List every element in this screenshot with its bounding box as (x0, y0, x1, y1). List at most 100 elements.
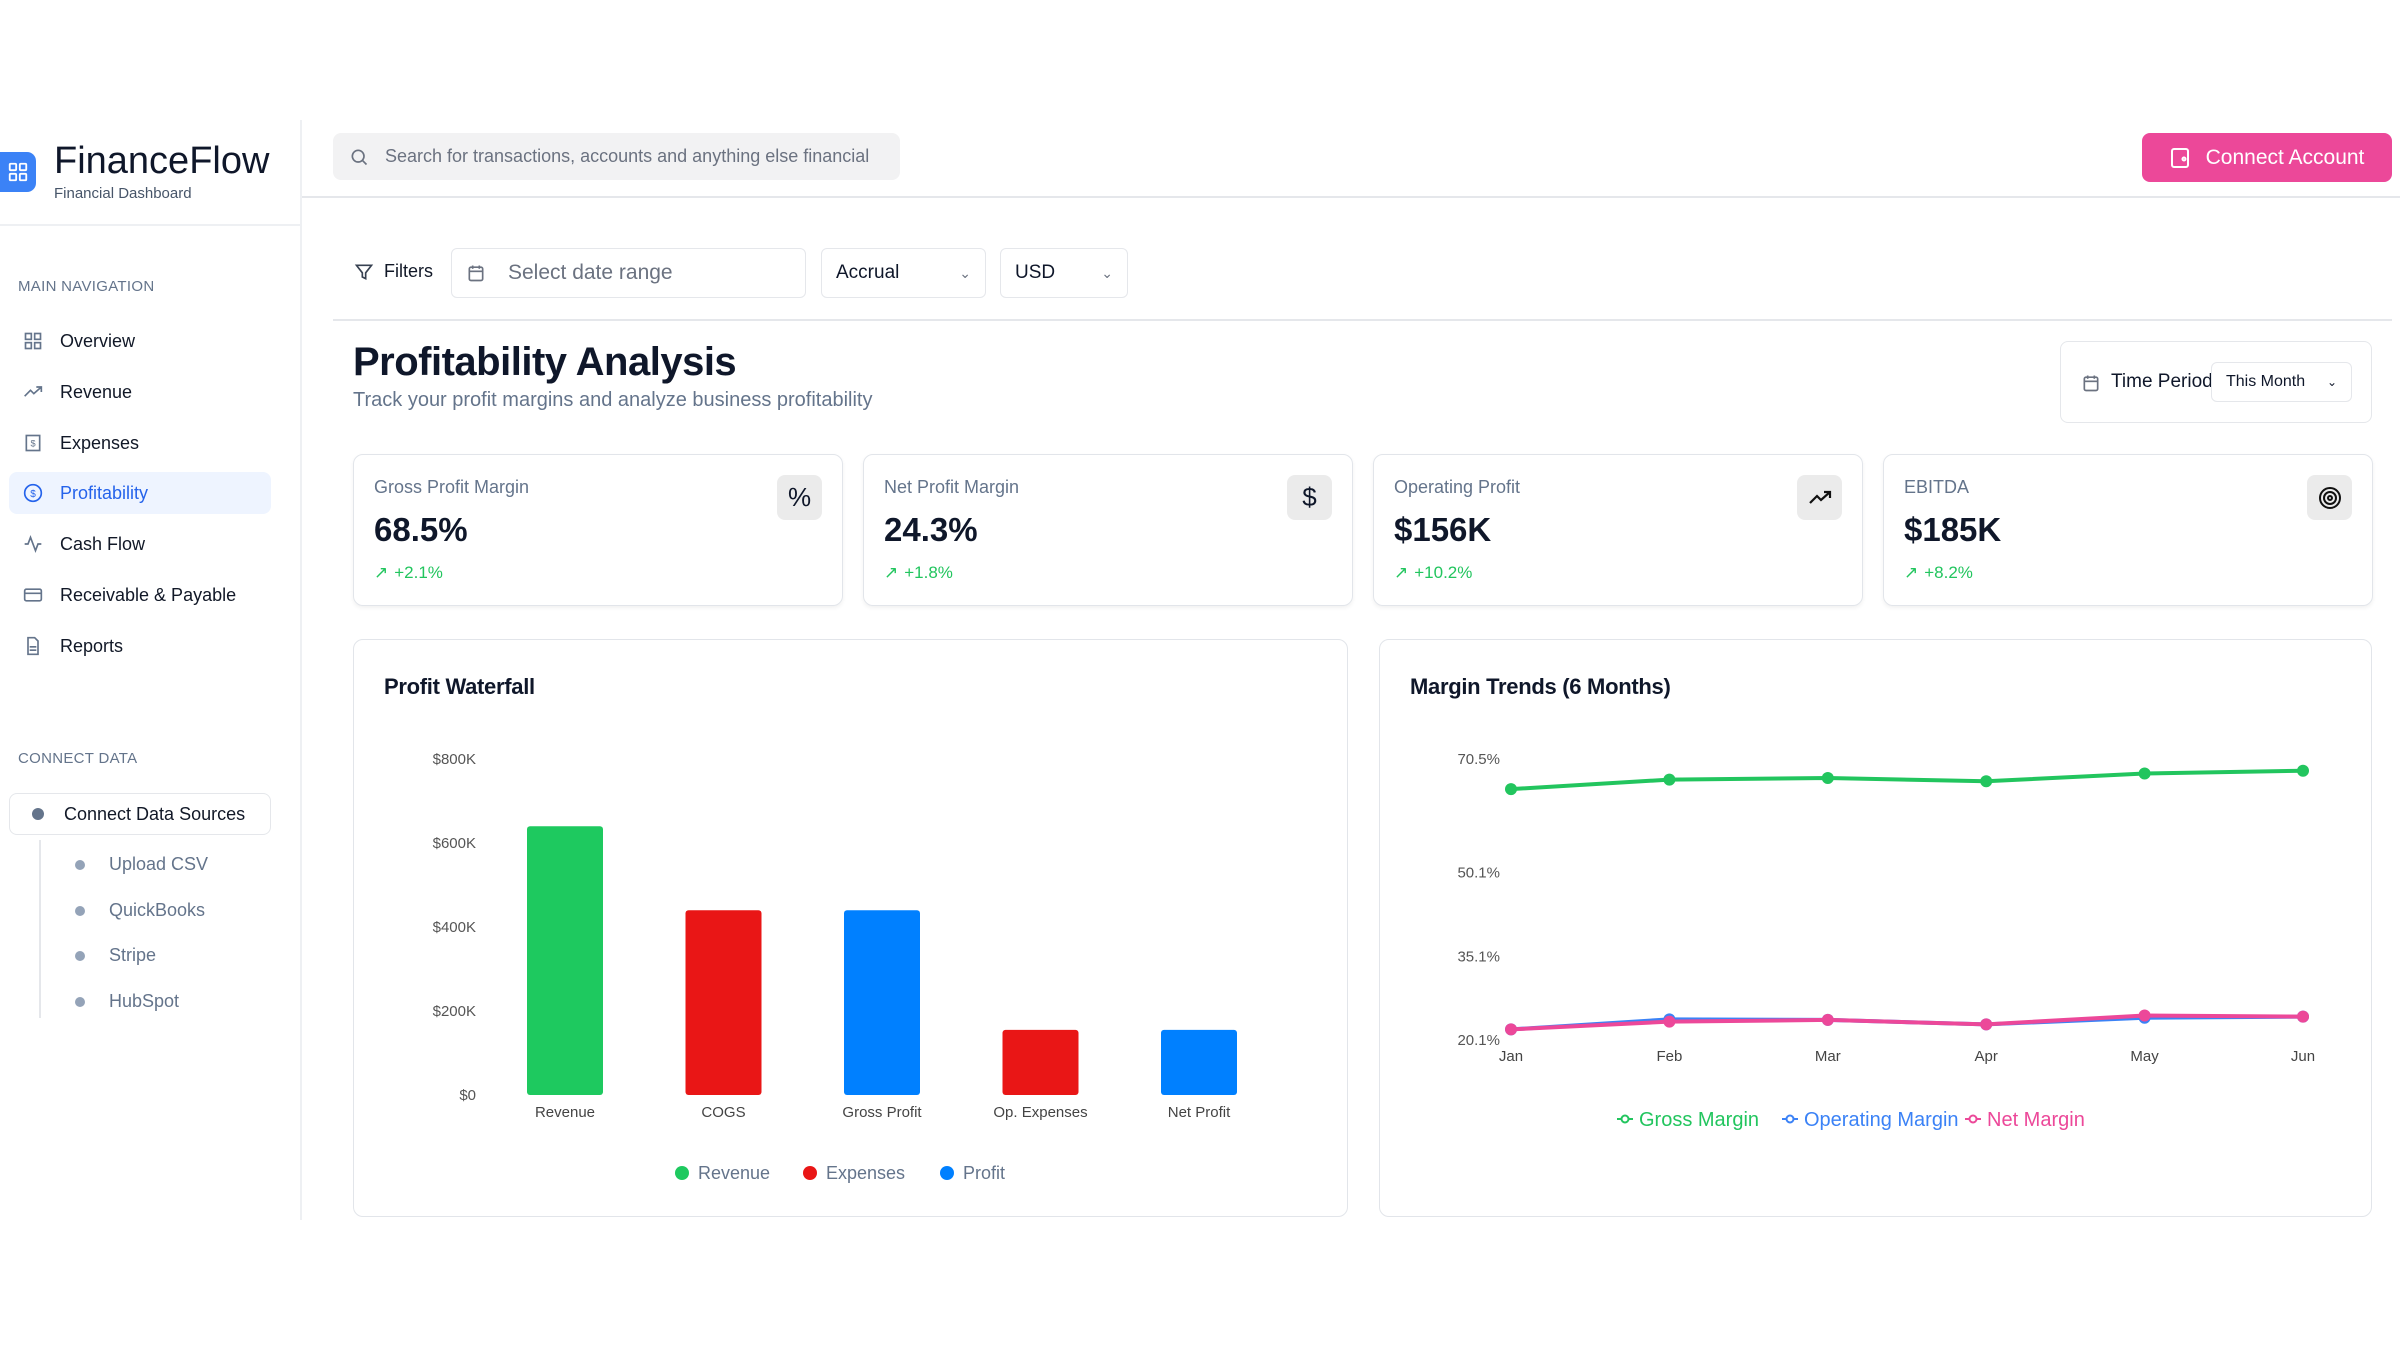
svg-text:$: $ (30, 438, 35, 448)
basis-select[interactable]: Accrual ⌄ (821, 248, 986, 298)
legend-label: Net Margin (1987, 1109, 2085, 1131)
credit-card-icon (23, 588, 43, 602)
search-input[interactable]: Search for transactions, accounts and an… (385, 146, 870, 166)
sidebar-item-cash-flow[interactable]: Cash Flow (9, 523, 271, 565)
time-period-label: Time Period (2111, 371, 2213, 392)
search-bar[interactable]: Search for transactions, accounts and an… (333, 133, 900, 180)
legend-label: Revenue (698, 1163, 770, 1183)
profit-waterfall-panel: Profit Waterfall (353, 639, 1348, 1217)
source-upload-csv[interactable]: Upload CSV (75, 854, 208, 875)
brand-subtitle: Financial Dashboard (54, 185, 192, 202)
trending-up-icon: ↗ (1904, 563, 1919, 582)
y-tick-label: 50.1% (1457, 865, 1500, 882)
source-hubspot[interactable]: HubSpot (75, 991, 179, 1012)
kpi-change-value: +8.2% (1924, 563, 1973, 582)
kpi-change-value: +10.2% (1414, 563, 1473, 582)
x-tick-label: May (2130, 1048, 2159, 1065)
page-subtitle: Track your profit margins and analyze bu… (353, 389, 873, 411)
chevron-down-icon: ⌄ (1101, 264, 1113, 281)
kpi-label: Net Profit Margin (884, 477, 1020, 497)
y-tick-label: $800K (433, 751, 476, 768)
x-tick-label: Apr (1975, 1048, 1998, 1065)
currency-value: USD (1015, 262, 1056, 283)
source-label: Stripe (109, 945, 157, 965)
source-icon (75, 859, 85, 870)
chart-title: Profit Waterfall (384, 674, 535, 699)
connect-data-sources-button[interactable]: Connect Data Sources (9, 793, 271, 835)
database-icon (32, 808, 44, 820)
filters-button[interactable]: Filters (354, 261, 433, 282)
kpi-label: Operating Profit (1394, 477, 1521, 497)
sidebar-item-receivable-payable[interactable]: Receivable & Payable (9, 574, 271, 616)
x-tick-label: Feb (1656, 1048, 1682, 1065)
sidebar-item-reports[interactable]: Reports (9, 625, 271, 667)
connect-account-button[interactable]: Connect Account (2142, 133, 2392, 182)
source-stripe[interactable]: Stripe (75, 945, 156, 966)
kpi-change: ↗ +2.1% (374, 563, 443, 583)
main-nav-label: MAIN NAVIGATION (18, 278, 155, 295)
bar (527, 826, 603, 1095)
sidebar-item-overview[interactable]: Overview (9, 320, 271, 362)
kpi-card-net-profit-margin: Net Profit Margin 24.3% ↗ +1.8% $ (863, 454, 1353, 606)
legend-marker (1620, 1114, 1630, 1124)
x-tick-label: Mar (1815, 1048, 1841, 1065)
grid-icon (24, 332, 42, 350)
receipt-icon: $ (25, 434, 41, 452)
legend-label: Profit (963, 1163, 1005, 1183)
x-tick-label: Revenue (535, 1104, 595, 1121)
page-title: Profitability Analysis (353, 340, 737, 384)
bar (844, 910, 920, 1095)
source-icon (75, 950, 85, 961)
y-tick-label: 70.5% (1457, 751, 1500, 768)
y-tick-label: $600K (433, 835, 476, 852)
sidebar-item-label: Expenses (60, 432, 140, 453)
trending-up-icon (1797, 475, 1842, 520)
connect-data-label: CONNECT DATA (18, 750, 138, 767)
trending-up-icon: ↗ (374, 563, 389, 582)
kpi-card-ebitda: EBITDA $185K ↗ +8.2% (1883, 454, 2373, 606)
kpi-label: EBITDA (1904, 477, 1970, 497)
data-point (1821, 771, 1834, 784)
sidebar-item-profitability[interactable]: $ Profitability (9, 472, 271, 514)
sidebar-item-label: Reports (60, 635, 124, 656)
legend-label: Operating Margin (1804, 1109, 1959, 1131)
brand-name: FinanceFlow (54, 140, 270, 182)
series-line (1510, 768, 2304, 792)
sidebar-item-label: Receivable & Payable (60, 584, 237, 605)
legend-label: Expenses (826, 1163, 905, 1183)
x-tick-label: Jan (1499, 1048, 1523, 1065)
data-point (1663, 1015, 1676, 1028)
percent-icon: % (777, 475, 822, 520)
data-point (1663, 773, 1676, 786)
kpi-change-value: +2.1% (394, 563, 443, 582)
sidebar-item-label: Cash Flow (60, 533, 146, 554)
y-tick-label: $200K (433, 1003, 476, 1020)
time-period-select[interactable]: This Month ⌄ (2211, 362, 2352, 402)
chevron-down-icon: ⌄ (2326, 375, 2337, 389)
y-tick-label: 35.1% (1457, 948, 1500, 965)
sidebar-item-revenue[interactable]: Revenue (9, 371, 271, 413)
sidebar-item-expenses[interactable]: $ Expenses (9, 422, 271, 464)
y-tick-label: $400K (433, 919, 476, 936)
currency-select[interactable]: USD ⌄ (1000, 248, 1128, 298)
legend-swatch (675, 1166, 689, 1180)
source-icon (75, 905, 85, 916)
data-point (1505, 783, 1517, 796)
filter-icon (354, 264, 374, 280)
source-label: QuickBooks (109, 900, 206, 920)
kpi-value: $185K (1904, 511, 2002, 548)
date-range-picker[interactable]: Select date range (451, 248, 806, 298)
y-tick-label: $0 (459, 1087, 476, 1104)
source-label: HubSpot (109, 991, 180, 1011)
trending-up-icon: ↗ (884, 563, 899, 582)
legend-label: Gross Margin (1639, 1109, 1759, 1131)
data-point (1821, 1013, 1834, 1026)
connect-account-label: Connect Account (2205, 145, 2365, 169)
data-point (2297, 1010, 2309, 1023)
source-quickbooks[interactable]: QuickBooks (75, 900, 205, 921)
trending-up-icon (24, 386, 43, 397)
kpi-change: ↗ +1.8% (884, 563, 953, 583)
file-text-icon (27, 636, 39, 656)
filters-label: Filters (384, 261, 433, 281)
